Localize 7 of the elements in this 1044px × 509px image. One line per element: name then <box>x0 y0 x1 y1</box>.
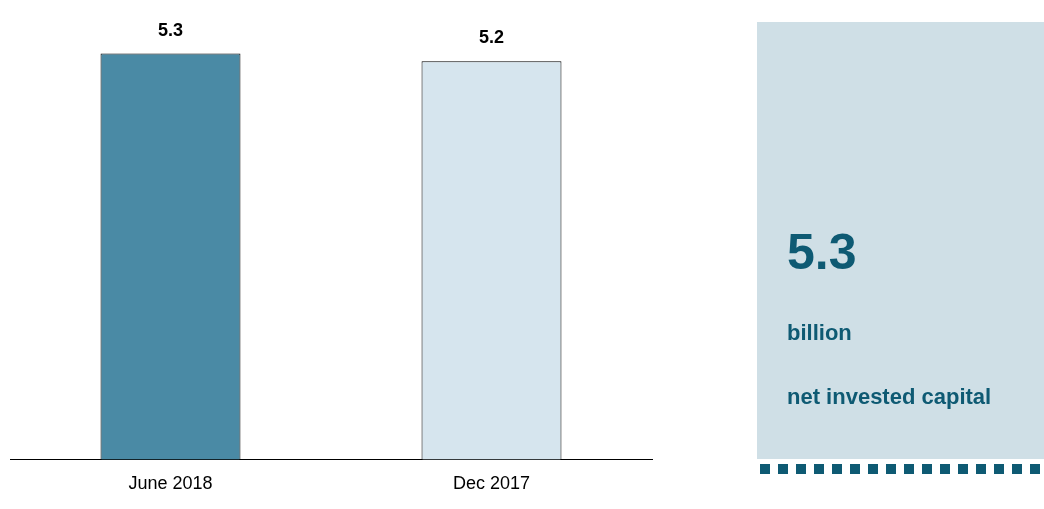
text: net invested capital <box>787 384 992 410</box>
x-tick-label: Dec 2017 <box>452 473 531 494</box>
text: 5.3 <box>787 223 857 282</box>
x-tick-label: June 2018 <box>128 473 213 494</box>
data-label: 5.2 <box>478 27 505 48</box>
data-label: 5.3 <box>157 19 184 40</box>
text: billion <box>787 320 852 346</box>
